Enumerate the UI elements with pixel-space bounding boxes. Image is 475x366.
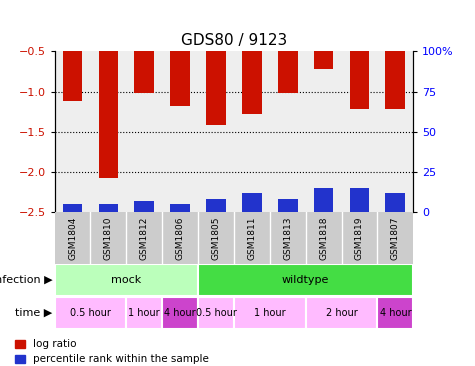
Bar xyxy=(385,193,405,212)
Bar xyxy=(134,11,154,93)
Bar xyxy=(198,297,234,329)
Text: GSM1812: GSM1812 xyxy=(140,216,149,259)
Text: 4 hour: 4 hour xyxy=(380,308,411,318)
Bar xyxy=(385,11,405,109)
Text: 0.5 hour: 0.5 hour xyxy=(196,308,237,318)
Bar xyxy=(162,297,198,329)
Bar xyxy=(278,11,298,93)
Text: infection ▶: infection ▶ xyxy=(0,275,52,285)
Bar xyxy=(206,11,226,125)
Bar xyxy=(63,11,83,101)
Text: GSM1811: GSM1811 xyxy=(247,216,257,259)
Bar xyxy=(126,297,162,329)
Text: GSM1810: GSM1810 xyxy=(104,216,113,259)
Text: 0.5 hour: 0.5 hour xyxy=(70,308,111,318)
Bar xyxy=(170,11,190,106)
Text: 2 hour: 2 hour xyxy=(326,308,357,318)
Text: GSM1804: GSM1804 xyxy=(68,216,77,259)
Text: 1 hour: 1 hour xyxy=(254,308,285,318)
Bar xyxy=(306,297,378,329)
Bar xyxy=(242,11,262,114)
Text: GSM1818: GSM1818 xyxy=(319,216,328,259)
Bar xyxy=(350,188,370,212)
Bar xyxy=(134,201,154,212)
Bar xyxy=(314,11,333,69)
Bar xyxy=(55,264,198,296)
Text: mock: mock xyxy=(111,275,142,285)
Bar xyxy=(198,264,413,296)
Bar xyxy=(63,204,83,212)
Text: GSM1806: GSM1806 xyxy=(176,216,185,259)
Text: 1 hour: 1 hour xyxy=(128,308,160,318)
Bar xyxy=(98,11,118,179)
Bar xyxy=(314,188,333,212)
Text: GDS80 / 9123: GDS80 / 9123 xyxy=(181,33,287,48)
Bar xyxy=(170,204,190,212)
Legend: log ratio, percentile rank within the sample: log ratio, percentile rank within the sa… xyxy=(15,339,209,365)
Bar xyxy=(378,297,413,329)
Text: GSM1819: GSM1819 xyxy=(355,216,364,259)
Bar xyxy=(206,199,226,212)
Bar xyxy=(278,199,298,212)
Bar xyxy=(242,193,262,212)
Text: time ▶: time ▶ xyxy=(15,308,52,318)
Text: GSM1813: GSM1813 xyxy=(283,216,292,259)
Bar xyxy=(350,11,370,109)
Bar xyxy=(234,297,306,329)
Text: GSM1805: GSM1805 xyxy=(211,216,220,259)
Text: 4 hour: 4 hour xyxy=(164,308,196,318)
Text: GSM1807: GSM1807 xyxy=(391,216,400,259)
Text: wildtype: wildtype xyxy=(282,275,329,285)
Bar xyxy=(98,204,118,212)
Bar xyxy=(55,297,126,329)
